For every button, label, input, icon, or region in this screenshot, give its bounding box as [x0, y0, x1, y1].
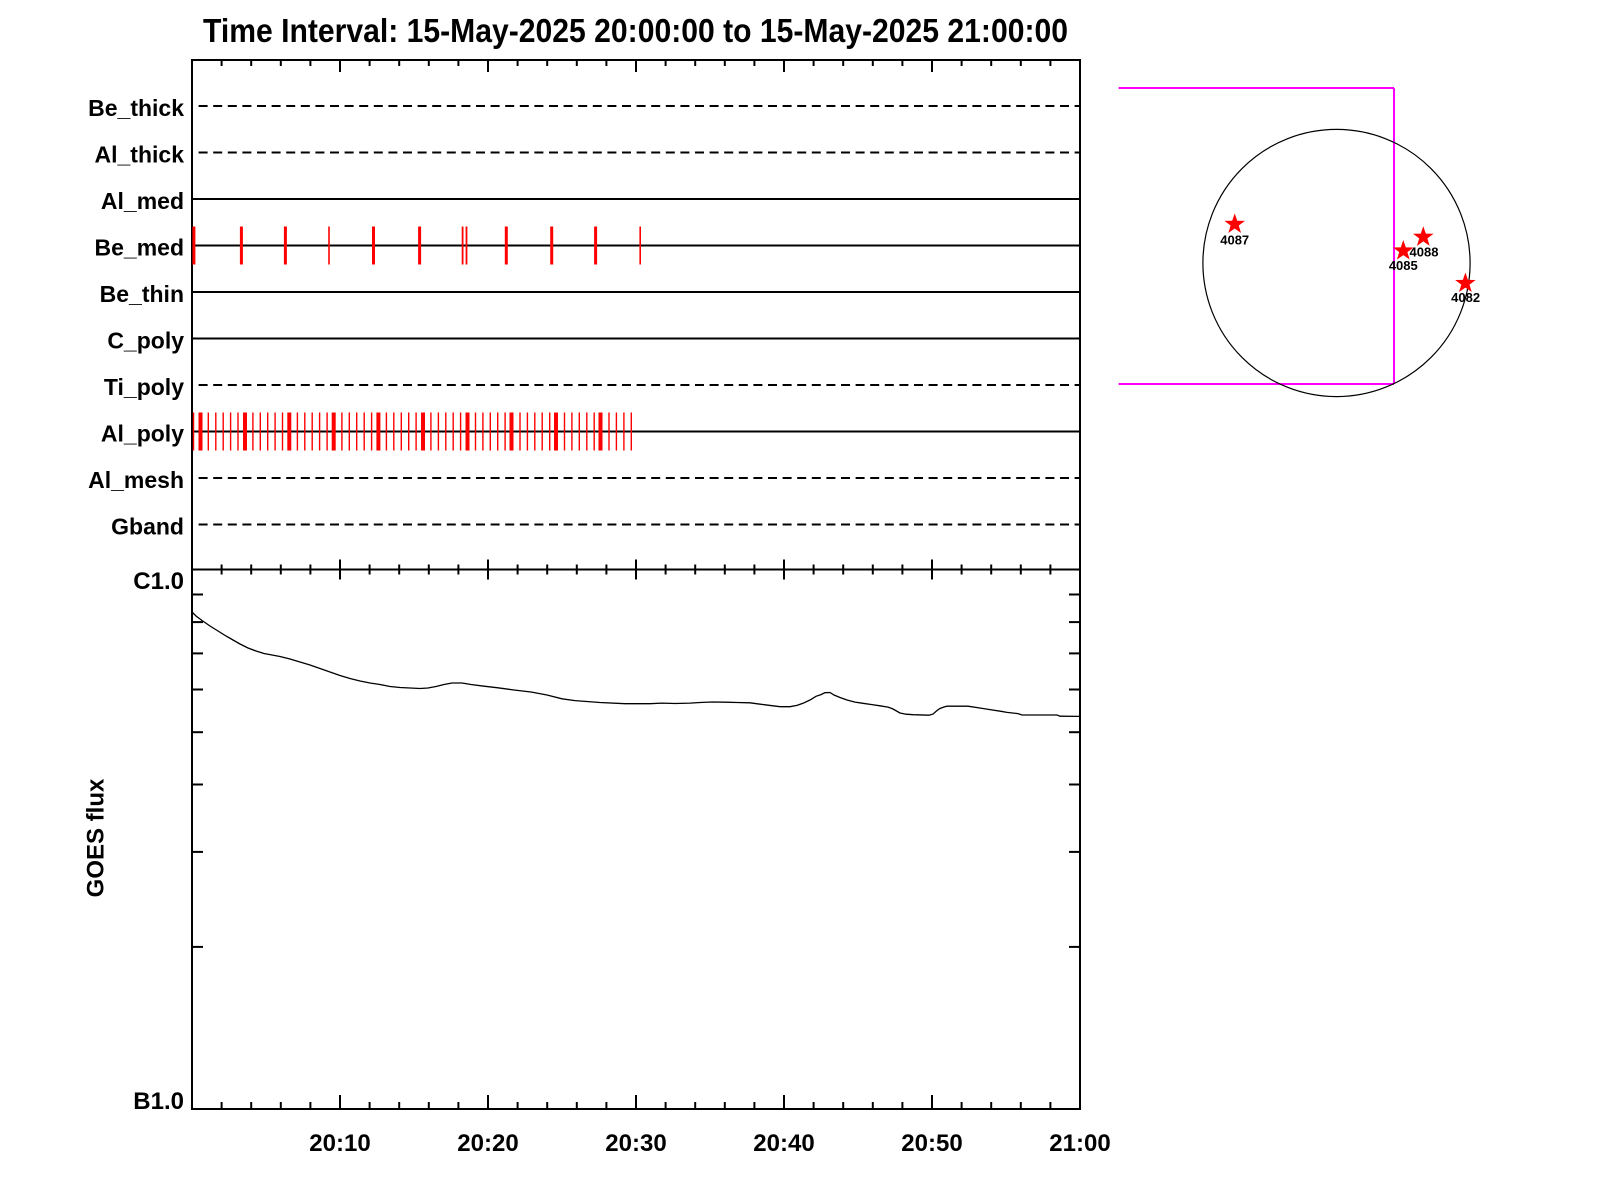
svg-text:4088: 4088	[1410, 245, 1439, 260]
svg-text:20:10: 20:10	[309, 1130, 370, 1157]
svg-text:Ti_poly: Ti_poly	[104, 374, 184, 400]
svg-text:Be_thick: Be_thick	[88, 95, 184, 121]
svg-text:20:40: 20:40	[753, 1130, 814, 1157]
svg-text:C_poly: C_poly	[107, 328, 184, 354]
svg-text:GOES flux: GOES flux	[83, 778, 110, 897]
svg-text:B1.0: B1.0	[133, 1088, 184, 1115]
svg-text:Time Interval: 15-May-2025 20:: Time Interval: 15-May-2025 20:00:00 to 1…	[203, 12, 1068, 49]
svg-text:4082: 4082	[1451, 290, 1480, 305]
svg-text:Gband: Gband	[111, 514, 184, 540]
svg-text:20:50: 20:50	[901, 1130, 962, 1157]
svg-text:Al_mesh: Al_mesh	[88, 467, 184, 493]
svg-text:20:20: 20:20	[457, 1130, 518, 1157]
svg-text:C1.0: C1.0	[133, 568, 184, 595]
svg-text:Be_thin: Be_thin	[100, 281, 184, 307]
svg-text:20:30: 20:30	[605, 1130, 666, 1157]
svg-text:Al_med: Al_med	[101, 188, 184, 214]
svg-text:Al_poly: Al_poly	[101, 421, 184, 447]
svg-text:21:00: 21:00	[1049, 1130, 1110, 1157]
svg-text:4087: 4087	[1220, 232, 1249, 247]
svg-text:Al_thick: Al_thick	[95, 142, 185, 168]
svg-text:Be_med: Be_med	[95, 235, 184, 261]
svg-text:4085: 4085	[1389, 258, 1418, 273]
